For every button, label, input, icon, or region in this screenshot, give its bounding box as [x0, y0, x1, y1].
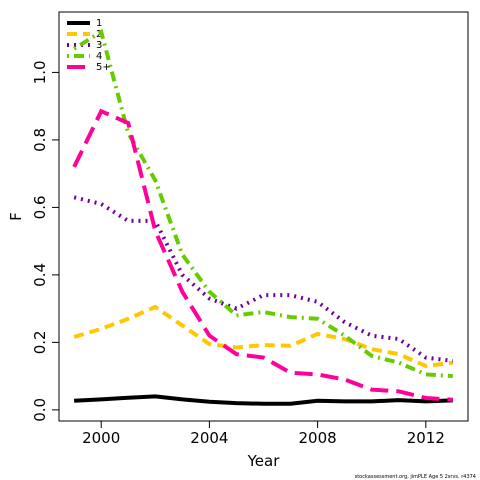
- y-tick-label: 0.8: [31, 128, 49, 152]
- x-tick-label: 2012: [407, 429, 445, 447]
- series-line: [73, 28, 453, 379]
- x-axis-title: Year: [247, 452, 281, 470]
- y-tick-label: 0.4: [31, 263, 49, 287]
- plot-frame: [58, 11, 469, 422]
- caption: stockassessment.org, jimPLE Age 5 2srvs.…: [355, 474, 476, 480]
- y-tick-label: 0.2: [31, 330, 49, 354]
- x-tick-label: 2008: [299, 429, 337, 447]
- series-line: [73, 304, 454, 369]
- series-line: [73, 195, 454, 363]
- y-axis-title: F: [7, 212, 25, 221]
- legend-label: 4: [96, 51, 102, 62]
- y-tick-label: 0.6: [31, 195, 49, 219]
- series-line: [74, 394, 453, 406]
- legend-label: 3: [96, 40, 102, 51]
- legend-label: 1: [96, 18, 102, 29]
- y-tick-label: 0.0: [31, 398, 49, 422]
- legend-label: 5+: [96, 62, 111, 73]
- y-tick-label: 1.0: [31, 60, 49, 84]
- legend-label: 2: [96, 29, 102, 40]
- x-tick-label: 2000: [82, 429, 120, 447]
- series-line: [72, 108, 453, 402]
- x-tick-label: 2004: [190, 429, 228, 447]
